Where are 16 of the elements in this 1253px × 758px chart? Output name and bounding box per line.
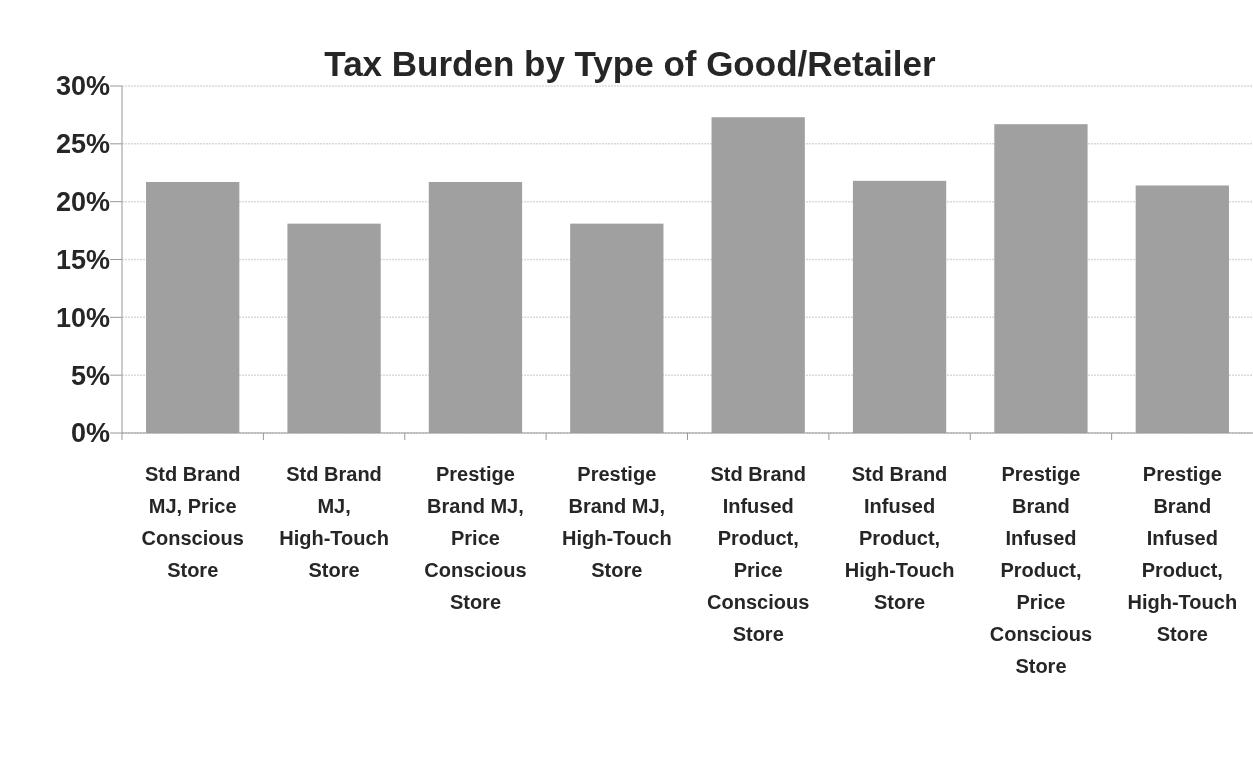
y-tick-label: 5% bbox=[70, 360, 110, 391]
x-tick-label: Std Brand MJ, Price Conscious Store bbox=[141, 463, 244, 581]
y-tick-label: 10% bbox=[55, 302, 110, 333]
x-tick-label: Std Brand MJ, High-Touch Store bbox=[279, 463, 389, 581]
x-tick-label: Std Brand Infused Product, High-Touch Store bbox=[844, 463, 955, 613]
y-tick-label: 0% bbox=[70, 418, 110, 449]
x-tick-label: Prestige Brand Infused Product, Price Conscious Store bbox=[989, 463, 1093, 677]
x-tick-label: Prestige Brand MJ, Price Conscious Store bbox=[424, 463, 527, 613]
x-tick-label: Prestige Brand MJ, High-Touch Store bbox=[562, 463, 672, 581]
y-tick-label: 30% bbox=[55, 71, 110, 102]
y-tick-label: 20% bbox=[55, 187, 110, 218]
x-tick-label: Std Brand Infused Product, Price Conscious Store bbox=[707, 463, 810, 645]
y-tick-label: 15% bbox=[55, 244, 110, 275]
x-tick-label: Prestige Brand Infused Product, High-Touch Store bbox=[1127, 463, 1238, 645]
y-tick-label: 25% bbox=[55, 129, 110, 160]
chart-title: Tax Burden by Type of Good/Retailer bbox=[324, 44, 937, 83]
